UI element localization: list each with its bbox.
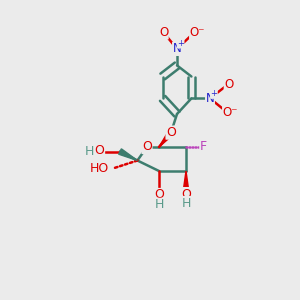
Text: O: O xyxy=(181,188,191,201)
Text: F: F xyxy=(200,140,207,154)
Polygon shape xyxy=(183,171,189,193)
Polygon shape xyxy=(159,131,173,147)
Text: O: O xyxy=(154,188,164,202)
Text: O: O xyxy=(166,126,176,139)
Text: O⁻: O⁻ xyxy=(223,106,238,119)
Text: O: O xyxy=(142,140,152,154)
Text: O⁻: O⁻ xyxy=(190,26,205,39)
Text: HO: HO xyxy=(89,162,109,175)
Text: +: + xyxy=(211,89,217,98)
Text: +: + xyxy=(177,39,184,48)
Text: O: O xyxy=(224,78,233,92)
Text: H: H xyxy=(182,196,191,210)
Text: O: O xyxy=(95,143,104,157)
Text: N: N xyxy=(206,92,214,105)
Polygon shape xyxy=(118,149,137,161)
Text: H: H xyxy=(155,198,164,212)
Text: O: O xyxy=(159,26,168,39)
Text: H: H xyxy=(85,145,94,158)
Text: N: N xyxy=(172,42,182,56)
